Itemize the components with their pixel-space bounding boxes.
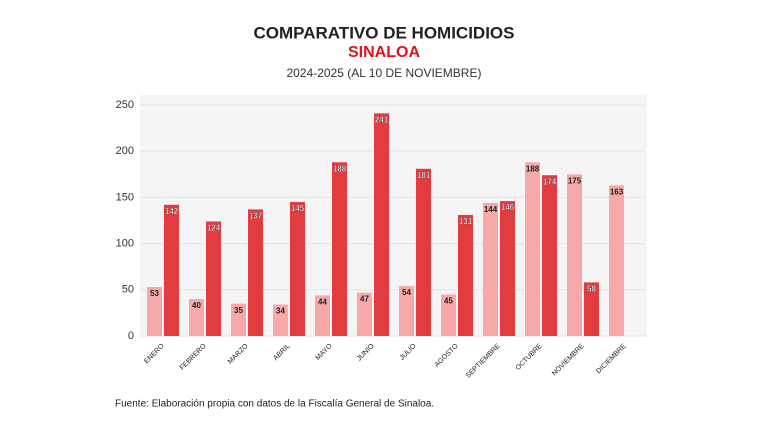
chart-subtitle: 2024-2025 (AL 10 DE NOVIEMBRE) (287, 66, 482, 80)
bar (206, 221, 221, 336)
bar (290, 202, 305, 336)
bar (609, 185, 624, 336)
y-tick-label: 100 (116, 238, 134, 250)
value-label: 44 (318, 297, 327, 306)
x-tick-label: MAYO (315, 342, 335, 362)
y-tick-label: 50 (122, 284, 134, 296)
x-tick-label: NOVIEMBRE (551, 343, 586, 378)
value-label: 188 (526, 164, 540, 173)
x-tick-label: AGOSTO (434, 342, 460, 368)
value-label: 124 (207, 224, 221, 233)
value-label: 146 (501, 203, 515, 212)
value-label: 181 (417, 171, 431, 180)
bar (500, 201, 515, 336)
x-tick-label: FEBRERO (179, 342, 208, 371)
value-label: 45 (444, 297, 453, 306)
bar (164, 204, 179, 336)
value-label: 40 (192, 301, 201, 310)
bar (399, 286, 414, 336)
y-tick-label: 250 (116, 99, 134, 111)
bar (357, 292, 372, 336)
bar (458, 214, 473, 336)
value-label: 54 (402, 288, 411, 297)
value-label: 188 (333, 164, 347, 173)
bar (567, 174, 582, 336)
source-note: Fuente: Elaboración propia con datos de … (115, 399, 434, 410)
bar (248, 209, 263, 336)
value-label: 145 (291, 204, 305, 213)
x-tick-label: MARZO (227, 342, 250, 365)
value-label: 241 (375, 115, 389, 124)
x-tick-label: OCTUBRE (515, 343, 544, 372)
value-label: 144 (484, 205, 498, 214)
bar (189, 299, 204, 336)
value-label: 58 (587, 285, 596, 294)
chart-title: COMPARATIVO DE HOMICIDIOS (254, 23, 515, 42)
bar (441, 294, 456, 336)
bar (374, 113, 389, 336)
bar (147, 287, 162, 336)
bar (584, 282, 599, 336)
x-tick-label: SEPTIEMBRE (465, 343, 502, 380)
bar (525, 162, 540, 336)
x-tick-label: JULIO (399, 342, 418, 361)
bar (483, 202, 498, 336)
y-tick-label: 200 (116, 145, 134, 157)
value-label: 137 (249, 212, 263, 221)
chart-subtitle: SINALOA (348, 44, 420, 61)
bar (542, 175, 557, 336)
value-label: 35 (234, 306, 243, 315)
value-label: 47 (360, 295, 369, 304)
value-label: 163 (610, 187, 624, 196)
x-tick-label: JUNIO (356, 342, 376, 362)
bar (332, 162, 347, 336)
x-tick-label: DICIEMBRE (595, 343, 628, 376)
y-tick-label: 150 (116, 191, 134, 203)
bar (315, 295, 330, 336)
value-label: 34 (276, 307, 285, 316)
value-label: 131 (459, 217, 473, 226)
x-tick-label: ENERO (143, 342, 166, 365)
x-tick-label: ABRIL (272, 343, 291, 362)
bar (231, 303, 246, 336)
value-label: 175 (568, 176, 582, 185)
bar (273, 304, 288, 336)
value-label: 142 (165, 207, 179, 216)
y-tick-label: 0 (128, 330, 134, 342)
plot-background (140, 95, 647, 336)
value-label: 53 (150, 289, 159, 298)
value-label: 174 (543, 177, 557, 186)
bar (416, 168, 431, 336)
